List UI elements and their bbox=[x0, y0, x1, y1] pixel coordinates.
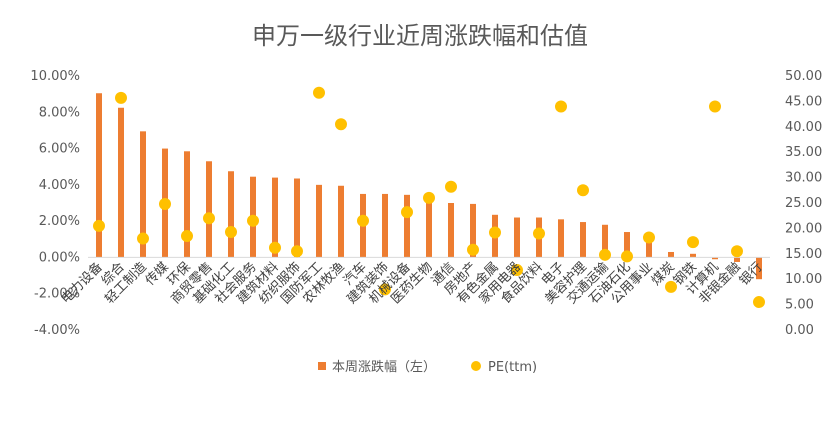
pe-point bbox=[225, 225, 237, 238]
bar bbox=[184, 151, 190, 258]
y-right-tick-label: 50.00 bbox=[785, 69, 822, 84]
y-right-tick-label: 0.00 bbox=[785, 323, 814, 338]
legend-label-bar: 本周涨跌幅（左） bbox=[332, 359, 436, 375]
legend: 本周涨跌幅（左） PE(ttm) bbox=[318, 359, 537, 375]
bar-series bbox=[96, 93, 762, 280]
y-left-tick-label: -2.00% bbox=[34, 287, 80, 302]
pe-point bbox=[445, 180, 457, 193]
bar bbox=[712, 257, 718, 260]
pe-point bbox=[621, 250, 633, 263]
pe-point bbox=[93, 219, 105, 232]
bar bbox=[316, 184, 322, 258]
pe-point bbox=[313, 86, 325, 99]
pe-point bbox=[555, 100, 567, 113]
y-axis-left: -4.00% -2.00% 0.00% 2.00% 4.00% 6.00% 8.00% 10.… bbox=[30, 69, 80, 338]
bar bbox=[96, 93, 102, 258]
pe-point bbox=[423, 191, 435, 204]
pe-point bbox=[687, 236, 699, 249]
y-left-tick-label: 6.00% bbox=[39, 142, 80, 157]
bar bbox=[470, 203, 476, 258]
y-right-tick-label: 40.00 bbox=[785, 120, 822, 135]
legend-label-pe: PE(ttm) bbox=[488, 360, 537, 375]
pe-point bbox=[401, 206, 413, 219]
y-right-tick-label: 20.00 bbox=[785, 221, 822, 236]
pe-point bbox=[181, 230, 193, 243]
y-right-tick-label: 10.00 bbox=[785, 272, 822, 287]
pe-point bbox=[467, 243, 479, 256]
bar bbox=[294, 178, 300, 258]
bar bbox=[580, 222, 586, 258]
bar bbox=[118, 107, 124, 258]
bar bbox=[734, 257, 740, 262]
bar bbox=[404, 194, 410, 258]
pe-series bbox=[93, 86, 765, 309]
pe-point bbox=[577, 184, 589, 197]
pe-point bbox=[489, 226, 501, 239]
pe-point bbox=[753, 296, 765, 309]
y-right-tick-label: 35.00 bbox=[785, 145, 822, 160]
bar bbox=[338, 185, 344, 258]
pe-point bbox=[159, 198, 171, 211]
legend-swatch-bar bbox=[318, 362, 326, 370]
y-left-tick-label: 2.00% bbox=[39, 214, 80, 229]
bar bbox=[558, 219, 564, 258]
pe-point bbox=[709, 100, 721, 113]
bar bbox=[668, 251, 674, 258]
bar bbox=[272, 177, 278, 258]
bar bbox=[228, 171, 234, 258]
bar bbox=[206, 161, 212, 258]
pe-point bbox=[269, 241, 281, 254]
x-axis-labels: 电力设备综合轻工制造传媒环保商贸零售基础化工社会服务建筑材料纺织服饰国防军工农林… bbox=[58, 259, 766, 307]
pe-point bbox=[357, 214, 369, 227]
pe-point bbox=[335, 118, 347, 131]
y-left-tick-label: 10.00% bbox=[30, 69, 80, 84]
bar bbox=[624, 232, 630, 258]
pe-point bbox=[665, 280, 677, 293]
pe-point bbox=[533, 227, 545, 240]
pe-point bbox=[731, 245, 743, 258]
y-right-tick-label: 25.00 bbox=[785, 196, 822, 211]
bar bbox=[646, 241, 652, 258]
y-left-tick-label: 4.00% bbox=[39, 178, 80, 193]
bar bbox=[382, 193, 388, 258]
bar bbox=[756, 257, 762, 280]
pe-point bbox=[643, 231, 655, 244]
pe-point bbox=[599, 248, 611, 261]
legend-swatch-pe bbox=[471, 361, 481, 371]
bar bbox=[690, 253, 696, 258]
y-right-tick-label: 45.00 bbox=[785, 94, 822, 109]
bar bbox=[426, 199, 432, 258]
bar bbox=[514, 217, 520, 258]
chart-title: 申万一级行业近周涨跌幅和估值 bbox=[252, 22, 588, 50]
y-left-tick-label: -4.00% bbox=[34, 323, 80, 338]
bar bbox=[448, 203, 454, 258]
y-left-tick-label: 0.00% bbox=[39, 250, 80, 265]
pe-point bbox=[137, 232, 149, 245]
x-tick-label: 电力设备 bbox=[58, 259, 106, 307]
y-axis-right: 0.00 5.00 10.00 15.00 20.00 25.00 30.00 35.00 40… bbox=[785, 69, 822, 338]
pe-point bbox=[291, 245, 303, 258]
bar bbox=[602, 224, 608, 258]
pe-point bbox=[379, 283, 391, 296]
bar bbox=[140, 131, 146, 258]
y-left-tick-label: 8.00% bbox=[39, 105, 80, 120]
y-right-tick-label: 30.00 bbox=[785, 171, 822, 186]
pe-point bbox=[203, 212, 215, 225]
pe-point bbox=[247, 214, 259, 227]
y-right-tick-label: 15.00 bbox=[785, 247, 822, 262]
pe-point bbox=[115, 91, 127, 104]
pe-point bbox=[511, 264, 523, 277]
y-right-tick-label: 5.00 bbox=[785, 298, 814, 313]
